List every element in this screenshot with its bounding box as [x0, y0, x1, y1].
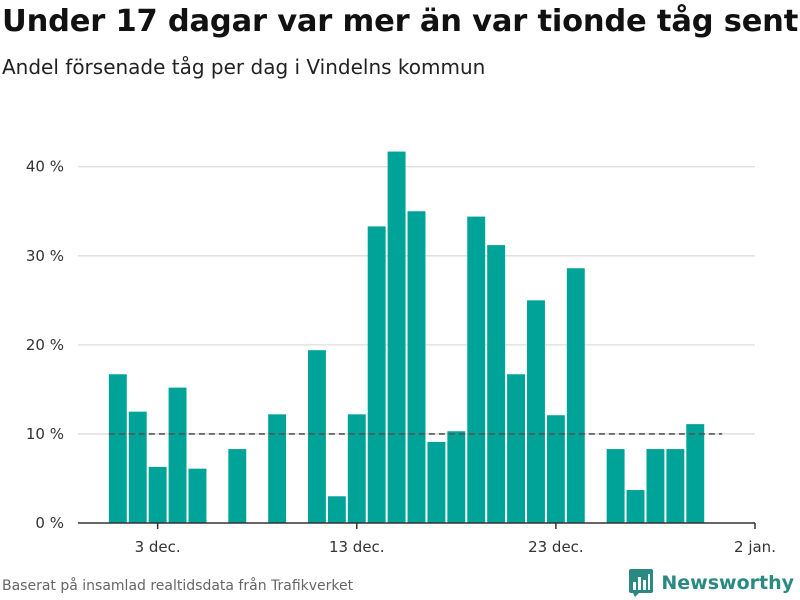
bar[interactable]: [666, 449, 685, 523]
bar[interactable]: [307, 350, 326, 523]
y-tick-label: 20 %: [26, 336, 64, 354]
bar[interactable]: [387, 151, 406, 523]
bar[interactable]: [467, 216, 486, 523]
y-tick-label: 10 %: [26, 425, 64, 443]
chart-title: Under 17 dagar var mer än var tionde tåg…: [2, 4, 799, 39]
bar[interactable]: [507, 374, 526, 523]
bar[interactable]: [427, 441, 446, 523]
x-tick-label: 2 jan.: [734, 538, 776, 556]
y-tick-label: 30 %: [26, 247, 64, 265]
bar[interactable]: [108, 374, 127, 523]
bar[interactable]: [546, 415, 565, 523]
bar[interactable]: [487, 245, 506, 523]
x-tick-label: 13 dec.: [329, 538, 385, 556]
bar[interactable]: [686, 424, 705, 523]
brand-name: Newsworthy: [661, 572, 794, 594]
bar[interactable]: [626, 490, 645, 523]
bar[interactable]: [188, 468, 207, 523]
bar[interactable]: [447, 431, 466, 523]
bar[interactable]: [347, 414, 366, 523]
bar[interactable]: [606, 449, 625, 523]
brand[interactable]: Newsworthy: [629, 569, 794, 597]
axes: 0 % 10 % 20 % 30 % 40 % 3 dec. 13 dec. 23 dec. 2…: [26, 158, 776, 556]
bar[interactable]: [228, 449, 247, 523]
bar[interactable]: [268, 414, 287, 523]
bars: [108, 151, 705, 524]
chart-subtitle: Andel försenade tåg per dag i Vindelns k…: [2, 55, 486, 79]
bar[interactable]: [566, 268, 585, 523]
source-note: Baserat på insamlad realtidsdata från Tr…: [2, 578, 354, 594]
y-tick-label: 0 %: [35, 514, 64, 532]
bar[interactable]: [128, 411, 147, 523]
bar[interactable]: [148, 466, 167, 523]
bar[interactable]: [527, 300, 545, 523]
bar[interactable]: [168, 387, 187, 523]
bar[interactable]: [327, 496, 346, 523]
bar[interactable]: [407, 211, 426, 524]
y-tick-label: 40 %: [26, 158, 64, 176]
bar[interactable]: [646, 449, 665, 523]
bar-chart-logo-icon: [629, 569, 654, 597]
x-tick-label: 23 dec.: [528, 538, 584, 556]
bar[interactable]: [367, 226, 386, 523]
x-tick-label: 3 dec.: [135, 538, 181, 556]
